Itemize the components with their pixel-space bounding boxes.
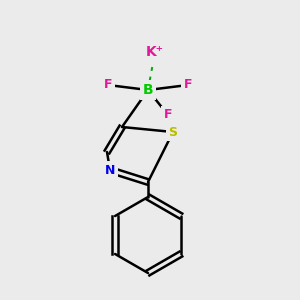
- Text: S: S: [169, 125, 178, 139]
- Text: K⁺: K⁺: [146, 45, 164, 59]
- Text: B: B: [143, 83, 153, 97]
- Text: F: F: [164, 109, 172, 122]
- Text: F: F: [184, 79, 192, 92]
- Text: F: F: [104, 79, 112, 92]
- Text: N: N: [105, 164, 115, 176]
